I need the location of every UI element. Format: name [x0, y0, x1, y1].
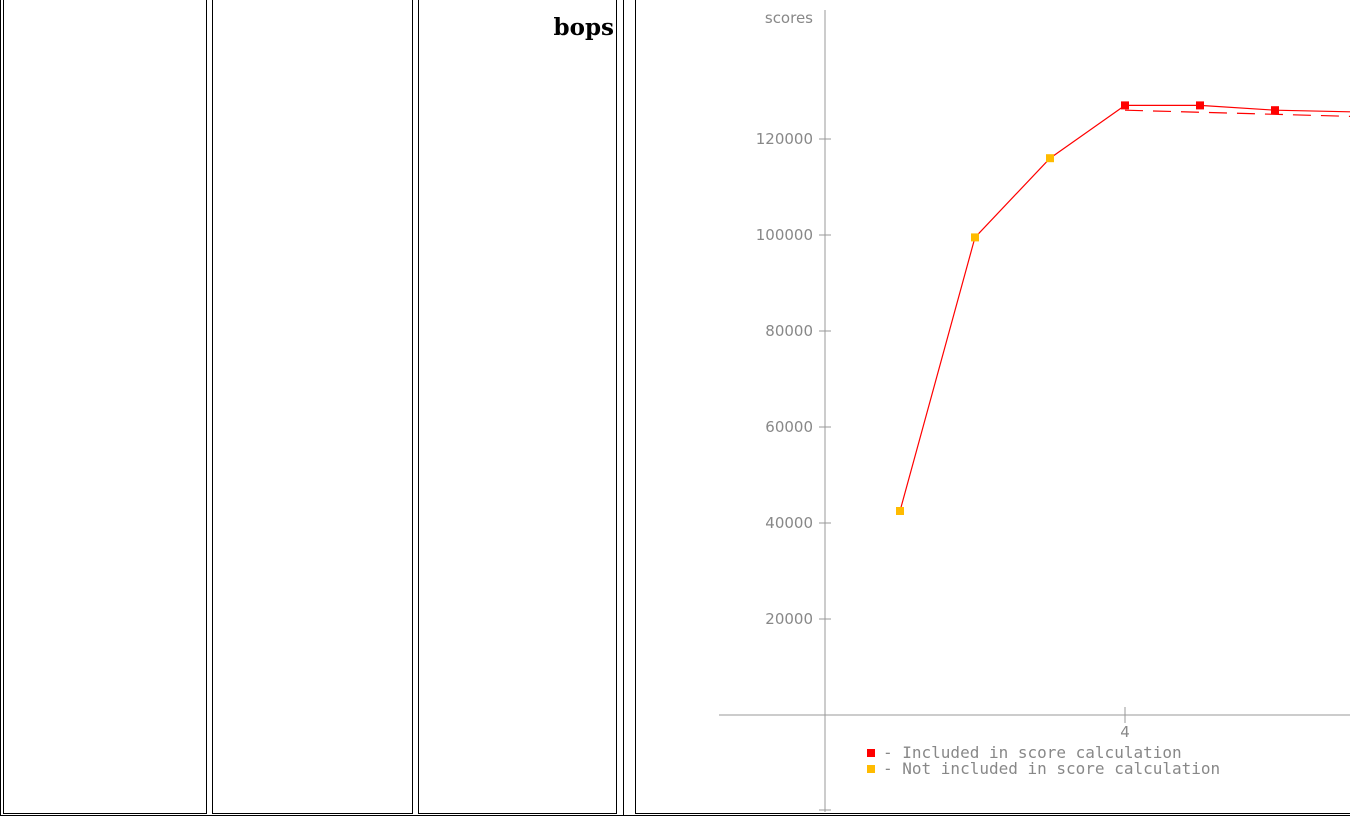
included-point-marker	[1196, 101, 1204, 110]
legend-swatch-2	[867, 765, 875, 773]
chart-markers	[896, 101, 1279, 515]
legend-label-1: - Included in score calculation	[883, 743, 1182, 762]
y-tick-label: 20000	[765, 610, 813, 628]
table-outer-border-right	[623, 0, 624, 816]
legend-swatch-1	[867, 749, 875, 757]
legend-label-2: - Not included in score calculation	[883, 759, 1220, 778]
y-tick-label: 120000	[756, 130, 813, 148]
series-line-2	[1124, 109, 1350, 117]
chart-lines	[899, 104, 1350, 512]
y-tick-label: 80000	[765, 322, 813, 340]
table-bottom-border	[0, 815, 1350, 816]
table-cell-3: bops	[418, 0, 617, 814]
included-point-marker	[1271, 106, 1279, 115]
column-header: bops	[553, 14, 614, 41]
y-axis-label: scores	[765, 9, 813, 27]
y-tick-label: 40000	[765, 514, 813, 532]
y-tick-label: 100000	[756, 226, 813, 244]
included-point-marker	[1121, 101, 1129, 110]
y-tick-label: 60000	[765, 418, 813, 436]
excluded-point-marker	[1046, 154, 1054, 163]
series-line-1	[899, 104, 1350, 512]
x-tick-label: 4	[1120, 723, 1130, 741]
table-cell-2	[212, 0, 413, 814]
excluded-point-marker	[896, 507, 904, 515]
table-cell-1	[3, 0, 207, 814]
chart-legend: - Included in score calculation- Not inc…	[867, 743, 1220, 778]
chart-axes: scores 20000 40000 60000 80000 100000 120000 4	[719, 9, 1350, 812]
table-outer-border-left	[0, 0, 1, 816]
excluded-point-marker	[971, 233, 979, 242]
chart-cell	[635, 0, 1350, 814]
